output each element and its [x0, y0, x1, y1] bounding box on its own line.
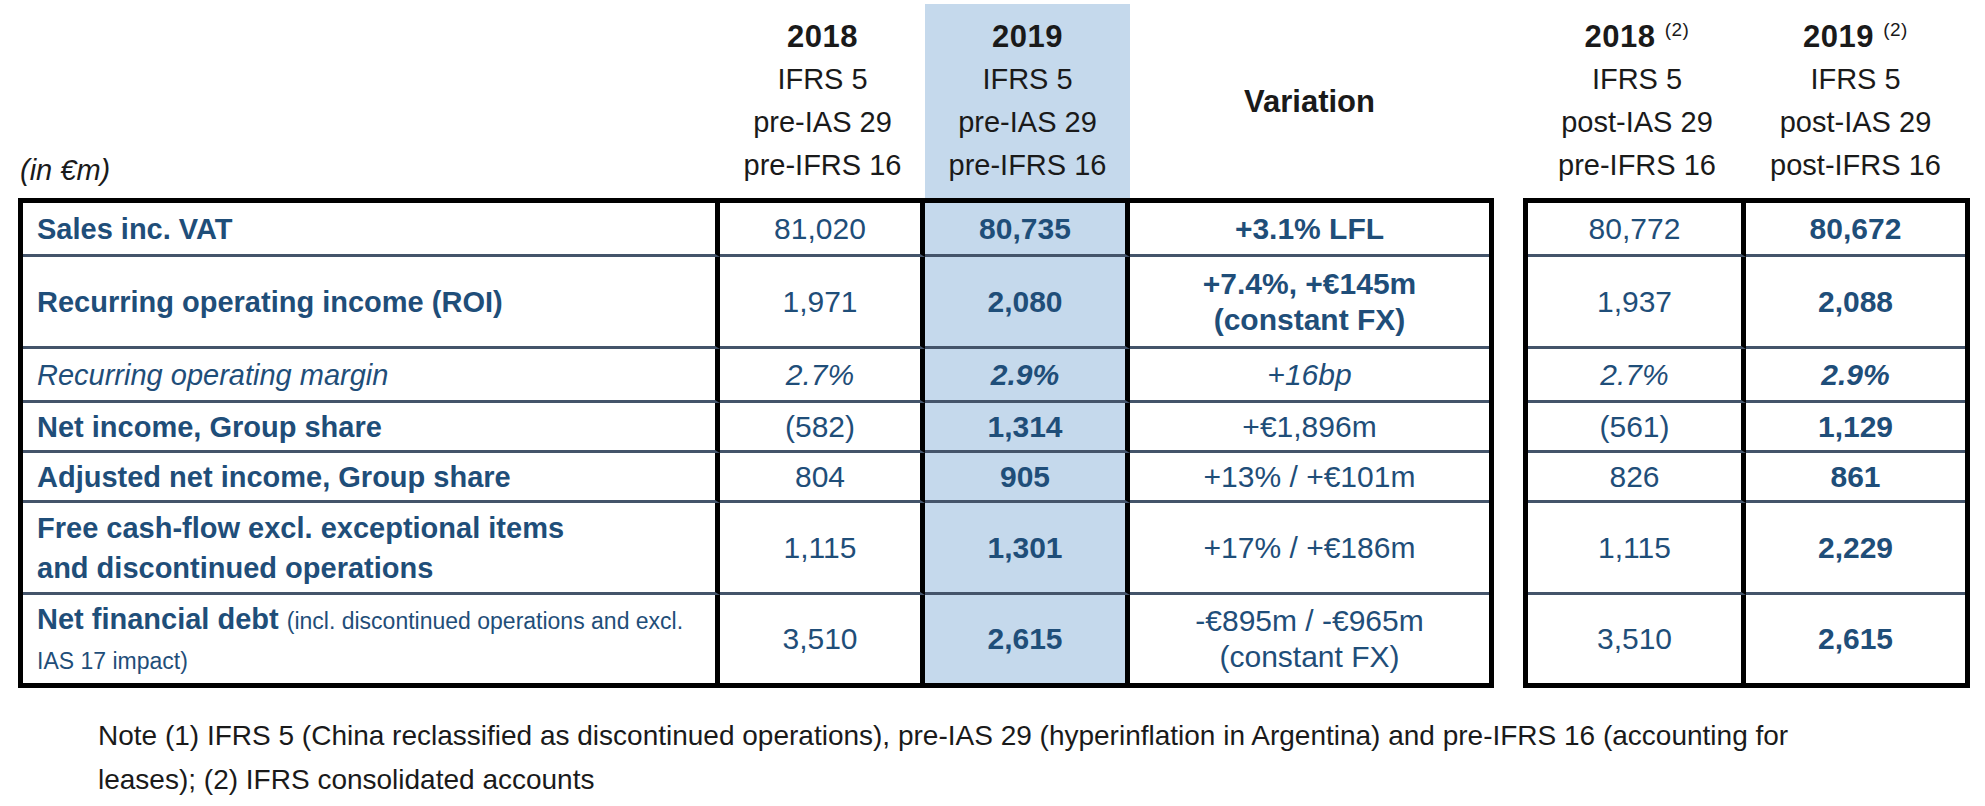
row-label: Sales inc. VAT	[23, 203, 720, 257]
column-header-2019-post: 2019 (2) IFRS 5 post-IAS 29 post-IFRS 16	[1746, 15, 1965, 187]
footnote-ref-2: (2)	[1665, 19, 1690, 40]
footnote-ref-2: (2)	[1883, 19, 1908, 40]
value-2018: 81,020	[720, 203, 925, 257]
column-year-2019-2: 2019 (2)	[1746, 15, 1965, 58]
value-2018-post: 1,937	[1528, 257, 1746, 349]
post-ifrs-table: 80,772 80,672 1,937 2,088 2.7% 2.9% (561…	[1523, 198, 1970, 688]
financial-results-table-slide: (in €m) 2018 IFRS 5 pre-IAS 29 pre-IFRS …	[0, 0, 1985, 806]
value-2018-post: 826	[1528, 453, 1746, 503]
value-2019: 2,615	[925, 595, 1130, 683]
column-subline: post-IAS 29	[1746, 101, 1965, 144]
row-label: Net income, Group share	[23, 403, 720, 453]
column-header-2018-post: 2018 (2) IFRS 5 post-IAS 29 pre-IFRS 16	[1528, 15, 1746, 187]
value-2019-post: 2,088	[1746, 257, 1965, 349]
column-header-variation: Variation	[1130, 80, 1489, 123]
value-2018-post: (561)	[1528, 403, 1746, 453]
column-subline: post-IFRS 16	[1746, 144, 1965, 187]
value-2018: 3,510	[720, 595, 925, 683]
column-subline: pre-IAS 29	[925, 101, 1130, 144]
value-variation: +13% / +€101m	[1130, 453, 1489, 503]
row-label-text: Net financial debt (incl. discontinued o…	[37, 599, 707, 679]
value-variation: +3.1% LFL	[1130, 203, 1489, 257]
value-2019-post: 861	[1746, 453, 1965, 503]
row-label: Free cash-flow excl. exceptional items a…	[23, 503, 720, 595]
row-label: Adjusted net income, Group share	[23, 453, 720, 503]
value-2019-post: 80,672	[1746, 203, 1965, 257]
column-subline: IFRS 5	[925, 58, 1130, 101]
column-subline: IFRS 5	[1746, 58, 1965, 101]
row-label: Recurring operating income (ROI)	[23, 257, 720, 349]
value-2019: 80,735	[925, 203, 1130, 257]
column-year-2019: 2019	[925, 15, 1130, 58]
column-subline: pre-IFRS 16	[925, 144, 1130, 187]
value-variation: +7.4%, +€145m (constant FX)	[1130, 257, 1489, 349]
value-2018: 804	[720, 453, 925, 503]
row-label: Recurring operating margin	[23, 349, 720, 403]
column-header-2019-pre: 2019 IFRS 5 pre-IAS 29 pre-IFRS 16	[925, 15, 1130, 187]
value-variation: -€895m / -€965m (constant FX)	[1130, 595, 1489, 683]
value-2018: 1,115	[720, 503, 925, 595]
value-2018-post: 2.7%	[1528, 349, 1746, 403]
value-2018: (582)	[720, 403, 925, 453]
value-2018-post: 80,772	[1528, 203, 1746, 257]
value-2019: 1,314	[925, 403, 1130, 453]
value-variation: +17% / +€186m	[1130, 503, 1489, 595]
value-2019: 2,080	[925, 257, 1130, 349]
value-2019-post: 2,229	[1746, 503, 1965, 595]
value-2019-post: 2,615	[1746, 595, 1965, 683]
value-2019-post: 2.9%	[1746, 349, 1965, 403]
column-subline: pre-IFRS 16	[720, 144, 925, 187]
value-2018: 2.7%	[720, 349, 925, 403]
column-header-2018-pre: 2018 IFRS 5 pre-IAS 29 pre-IFRS 16	[720, 15, 925, 187]
column-year-2018: 2018	[720, 15, 925, 58]
value-2018-post: 3,510	[1528, 595, 1746, 683]
value-2018-post: 1,115	[1528, 503, 1746, 595]
value-2018: 1,971	[720, 257, 925, 349]
column-subline: pre-IAS 29	[720, 101, 925, 144]
column-subline: pre-IFRS 16	[1528, 144, 1746, 187]
value-variation: +16bp	[1130, 349, 1489, 403]
value-2019: 2.9%	[925, 349, 1130, 403]
column-subline: IFRS 5	[720, 58, 925, 101]
unit-label: (in €m)	[20, 154, 110, 187]
value-2019-post: 1,129	[1746, 403, 1965, 453]
value-2019: 1,301	[925, 503, 1130, 595]
column-year-2018-2: 2018 (2)	[1528, 15, 1746, 58]
footnote: Note (1) IFRS 5 (China reclassified as d…	[98, 714, 1958, 802]
pre-ifrs-table: Sales inc. VAT 81,020 80,735 +3.1% LFL R…	[18, 198, 1494, 688]
value-2019: 905	[925, 453, 1130, 503]
row-label: Net financial debt (incl. discontinued o…	[23, 595, 720, 683]
value-variation: +€1,896m	[1130, 403, 1489, 453]
column-subline: post-IAS 29	[1528, 101, 1746, 144]
column-subline: IFRS 5	[1528, 58, 1746, 101]
